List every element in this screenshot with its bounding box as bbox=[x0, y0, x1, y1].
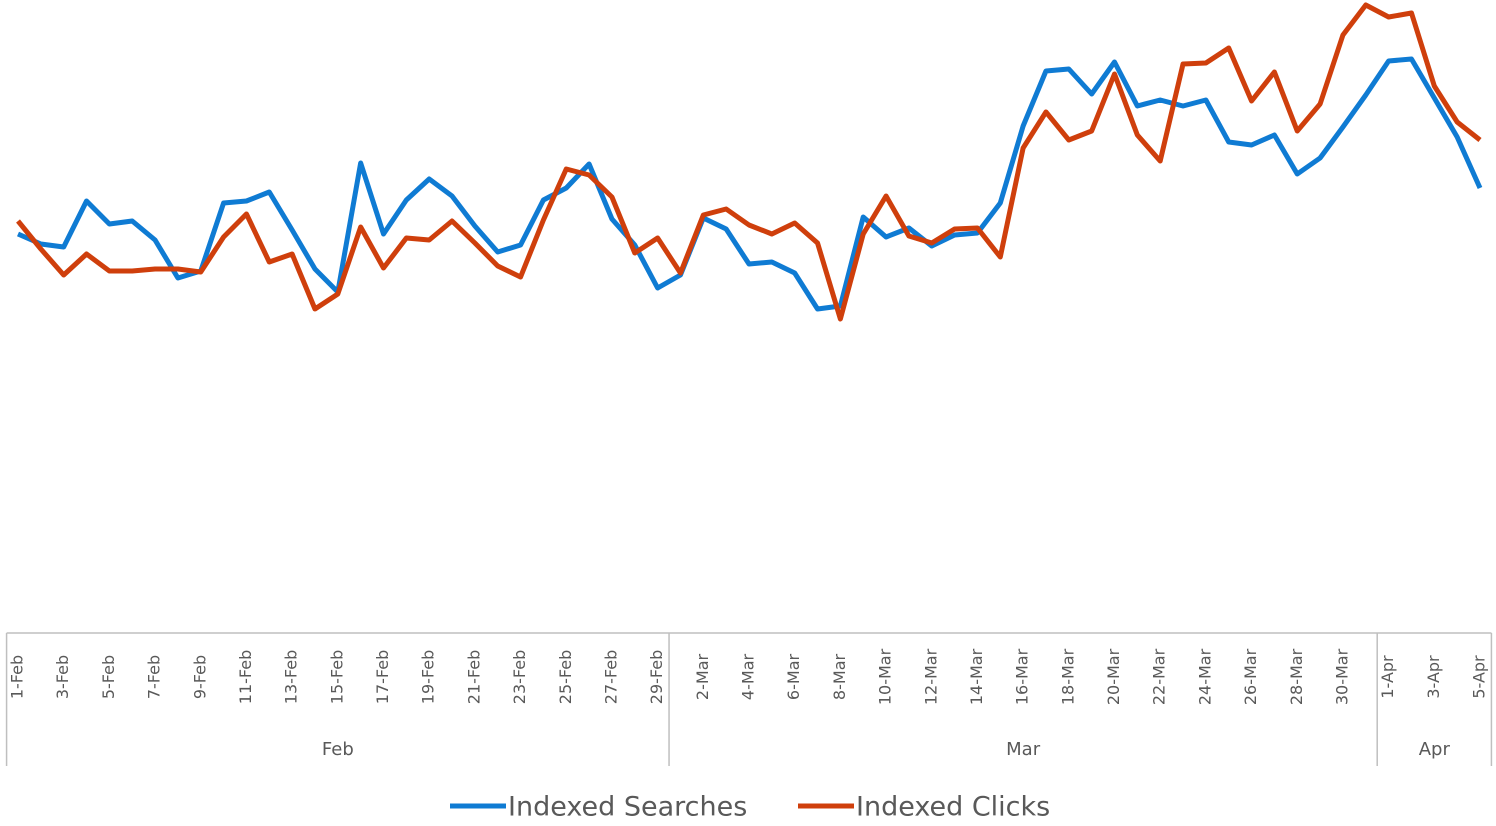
x-tick-label: 30-Mar bbox=[1332, 648, 1351, 705]
x-tick-label: 1-Apr bbox=[1378, 655, 1397, 699]
x-tick-label: 1-Feb bbox=[8, 655, 27, 699]
group-label: Mar bbox=[1006, 739, 1041, 760]
x-tick-label: 3-Apr bbox=[1424, 655, 1443, 699]
group-label: Feb bbox=[322, 739, 354, 760]
x-tick-label: 13-Feb bbox=[282, 650, 301, 704]
x-tick-label: 14-Mar bbox=[967, 648, 986, 705]
x-tick-label: 5-Feb bbox=[99, 655, 118, 699]
x-tick-label: 10-Mar bbox=[876, 648, 895, 705]
x-tick-label: 18-Mar bbox=[1058, 648, 1077, 705]
x-tick-label: 29-Feb bbox=[647, 650, 666, 704]
x-tick-label: 25-Feb bbox=[556, 650, 575, 704]
x-tick-label: 6-Mar bbox=[784, 654, 803, 701]
x-tick-label: 8-Mar bbox=[830, 654, 849, 701]
x-tick-label: 16-Mar bbox=[1013, 648, 1032, 705]
x-tick-label: 26-Mar bbox=[1241, 648, 1260, 705]
x-tick-label: 23-Feb bbox=[510, 650, 529, 704]
x-tick-label: 21-Feb bbox=[464, 650, 483, 704]
x-tick-label: 19-Feb bbox=[419, 650, 438, 704]
x-tick-label: 22-Mar bbox=[1150, 648, 1169, 705]
x-tick-label: 24-Mar bbox=[1195, 648, 1214, 705]
series-line bbox=[16, 2, 1482, 322]
x-tick-label: 7-Feb bbox=[145, 655, 164, 699]
x-tick-label: 2-Mar bbox=[693, 654, 712, 701]
x-tick-label: 20-Mar bbox=[1104, 648, 1123, 705]
x-tick-label: 3-Feb bbox=[53, 655, 72, 699]
x-tick-label: 17-Feb bbox=[373, 650, 392, 704]
x-tick-label: 11-Feb bbox=[236, 650, 255, 704]
x-tick-label: 9-Feb bbox=[190, 655, 209, 699]
legend-label: Indexed Searches bbox=[508, 792, 747, 823]
x-tick-label: 28-Mar bbox=[1287, 648, 1306, 705]
x-tick-label: 15-Feb bbox=[327, 650, 346, 704]
series-line bbox=[16, 56, 1483, 312]
x-tick-label: 27-Feb bbox=[601, 650, 620, 704]
legend-label: Indexed Clicks bbox=[856, 792, 1050, 823]
x-tick-label: 12-Mar bbox=[921, 648, 940, 705]
x-tick-label: 4-Mar bbox=[739, 654, 758, 701]
x-tick-label: 5-Apr bbox=[1470, 655, 1489, 699]
group-label: Apr bbox=[1419, 739, 1451, 760]
